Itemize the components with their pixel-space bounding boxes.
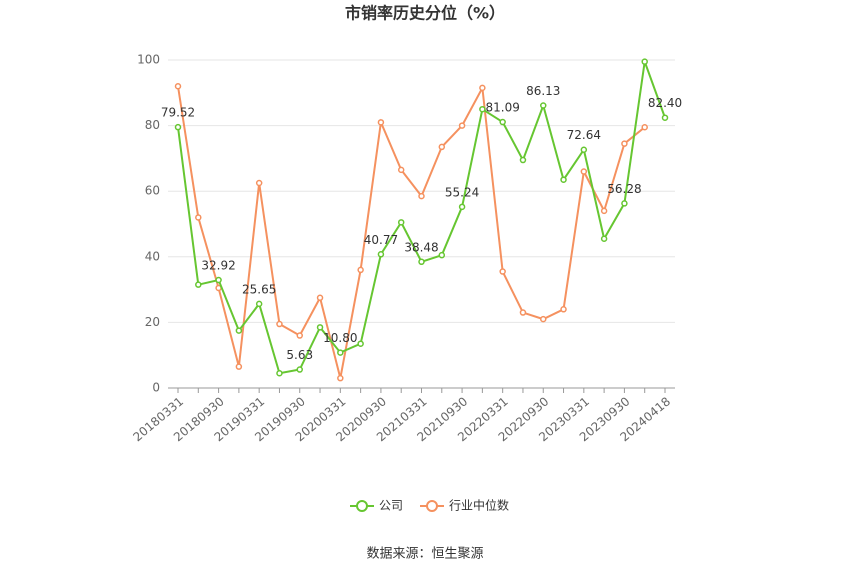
series-line — [177, 61, 666, 375]
data-label: 82.40 — [648, 96, 682, 110]
point — [560, 306, 567, 313]
y-tick-label: 100 — [137, 53, 160, 67]
point — [276, 320, 283, 328]
point — [519, 309, 527, 316]
point — [235, 327, 243, 334]
point — [235, 363, 243, 370]
data-label: 40.77 — [364, 233, 398, 247]
data-label: 81.09 — [485, 101, 519, 115]
point — [174, 123, 182, 131]
series-line — [177, 84, 646, 379]
point — [479, 105, 486, 113]
point — [438, 251, 446, 259]
point — [641, 123, 648, 131]
point — [519, 156, 527, 164]
legend-label: 公司 — [379, 499, 403, 513]
point — [621, 140, 628, 147]
point — [418, 258, 425, 266]
point — [458, 203, 466, 211]
y-tick-label: 0 — [152, 381, 160, 395]
point — [499, 118, 506, 126]
y-tick-label: 60 — [145, 184, 160, 198]
point — [580, 146, 588, 153]
point — [337, 349, 344, 356]
point — [296, 332, 303, 339]
y-tick-label: 20 — [145, 315, 160, 329]
data-label: 38.48 — [404, 240, 438, 254]
point — [174, 82, 182, 90]
point — [215, 276, 222, 284]
data-label: 86.13 — [526, 84, 560, 98]
data-label: 25.65 — [242, 282, 276, 296]
chart-title: 市销率历史分位（%） — [345, 4, 505, 23]
data-label: 79.52 — [161, 106, 195, 120]
point — [540, 102, 547, 109]
point — [418, 192, 425, 200]
point — [580, 168, 588, 175]
point — [397, 219, 405, 226]
point — [357, 266, 364, 274]
point — [357, 340, 364, 347]
data-label: 56.28 — [607, 182, 641, 196]
legend-label: 行业中位数 — [449, 498, 509, 513]
point — [621, 200, 628, 207]
point — [438, 143, 446, 151]
point — [255, 300, 263, 308]
legend-marker — [356, 500, 368, 512]
data-label: 72.64 — [567, 128, 601, 142]
point — [540, 315, 547, 323]
point — [377, 119, 385, 126]
point — [316, 324, 324, 331]
source: 数据来源：恒生聚源 — [366, 547, 483, 562]
point — [296, 366, 303, 373]
point — [641, 58, 648, 65]
point — [458, 122, 466, 129]
point — [600, 235, 608, 243]
point — [255, 179, 263, 187]
point — [397, 166, 405, 174]
point — [276, 369, 283, 377]
point — [479, 84, 486, 92]
y-tick-label: 40 — [145, 249, 160, 263]
point — [661, 114, 669, 121]
point — [195, 281, 202, 288]
point — [316, 294, 324, 302]
data-label: 55.24 — [445, 185, 479, 199]
data-label: 32.92 — [201, 259, 235, 273]
point — [377, 251, 385, 258]
point — [195, 214, 202, 221]
point — [499, 268, 506, 275]
data-label: 5.63 — [286, 348, 313, 362]
data-label: 10.80 — [323, 331, 357, 345]
legend-marker — [426, 500, 438, 512]
point — [600, 207, 608, 215]
point — [337, 374, 344, 382]
y-tick-label: 80 — [145, 118, 160, 132]
point — [560, 176, 567, 183]
